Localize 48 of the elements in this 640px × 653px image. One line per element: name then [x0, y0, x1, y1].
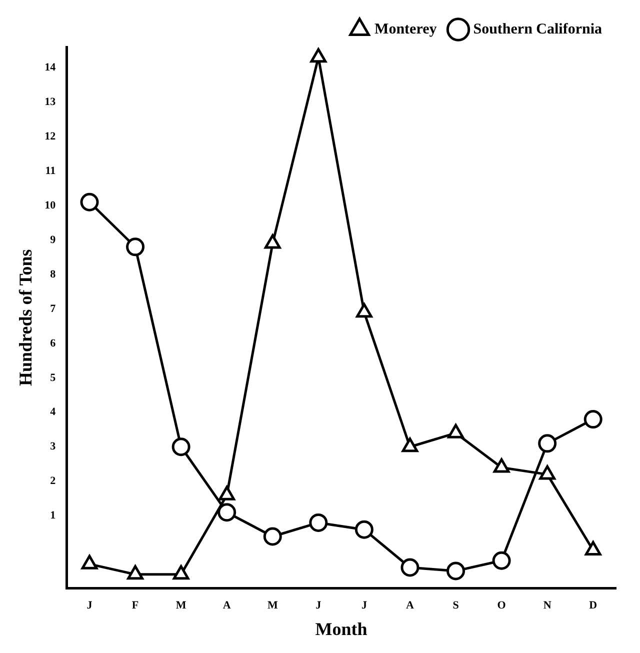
- y-tick-label: 11: [45, 164, 56, 177]
- point: [400, 558, 420, 577]
- y-tick-label: 2: [50, 475, 56, 488]
- x-axis-title: Month: [315, 618, 368, 639]
- y-tick-label: 1: [50, 510, 56, 522]
- x-tick-label: J: [316, 600, 322, 612]
- point: [446, 562, 466, 580]
- legend-label: Southern California: [473, 21, 602, 38]
- y-tick-label: 3: [50, 440, 56, 453]
- x-tick-label: S: [452, 600, 459, 612]
- y-tick-label: 5: [50, 372, 56, 384]
- y-tick-label: 9: [50, 234, 56, 246]
- y-tick-label: 6: [50, 337, 56, 350]
- y-tick-label: 13: [44, 96, 56, 108]
- x-tick-label: N: [543, 600, 552, 612]
- y-tick-label: 10: [44, 199, 56, 212]
- point: [584, 410, 602, 429]
- y-tick-label: 7: [50, 302, 56, 315]
- x-tick-label: J: [86, 600, 93, 612]
- x-tick-label: A: [222, 600, 231, 612]
- y-axis-title: Hundreds of Tons: [15, 249, 36, 386]
- x-tick-label: F: [132, 600, 139, 612]
- point: [539, 465, 556, 480]
- point: [492, 551, 511, 570]
- x-tick-label: M: [267, 600, 278, 612]
- y-tick-label: 12: [44, 130, 56, 142]
- point: [538, 434, 557, 453]
- y-tick-label: 14: [44, 62, 56, 74]
- point: [310, 48, 327, 63]
- point: [172, 438, 190, 456]
- y-tick-label: 8: [50, 268, 56, 280]
- point: [264, 234, 281, 249]
- point: [309, 513, 328, 532]
- point: [218, 503, 236, 522]
- point: [356, 303, 372, 318]
- point: [263, 527, 282, 546]
- point: [354, 520, 374, 539]
- x-tick-label: M: [176, 600, 187, 612]
- point: [126, 238, 145, 256]
- y-tick-label: 4: [50, 406, 56, 418]
- legend-label: Monterey: [374, 21, 438, 38]
- x-tick-label: D: [589, 600, 598, 612]
- x-tick-label: A: [406, 600, 414, 612]
- point: [402, 438, 418, 452]
- point: [80, 192, 99, 212]
- point: [448, 424, 464, 438]
- x-tick-label: J: [361, 600, 368, 612]
- x-tick-label: O: [497, 600, 506, 612]
